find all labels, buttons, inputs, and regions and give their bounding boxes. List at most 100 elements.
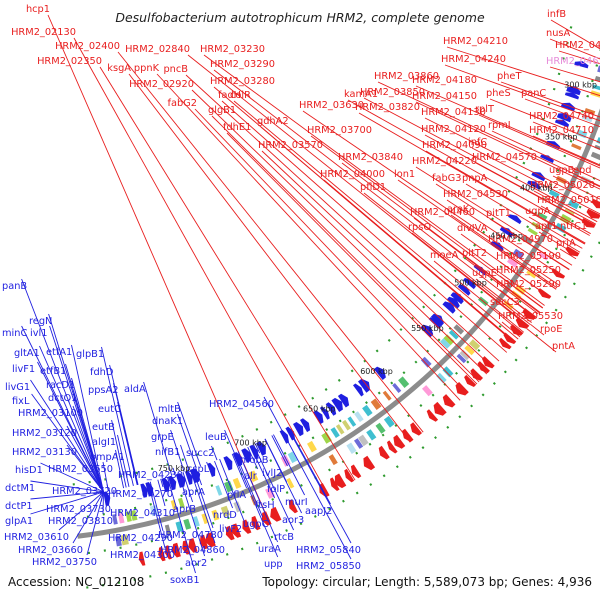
tick-label: 600 kbp xyxy=(360,367,393,376)
cog-block-reverse xyxy=(597,65,600,73)
cog-block-forward xyxy=(590,151,600,161)
cog-block-reverse xyxy=(420,356,432,368)
reverse-gene-label: nrdD xyxy=(213,510,237,521)
reverse-gene-label-leader xyxy=(206,461,208,464)
forward-gene-label: epd xyxy=(573,165,591,176)
reverse-gene-label: HRM2_04860 xyxy=(160,545,225,556)
reverse-gene-arrow xyxy=(554,119,570,128)
forward-gene-label-leader xyxy=(191,89,488,375)
tick-label: 650 kbp xyxy=(303,405,336,414)
reverse-gene-label: aldA xyxy=(124,384,146,395)
track-divider-2 xyxy=(79,162,600,556)
forward-gene-label-leader xyxy=(194,108,468,395)
reverse-gene-label: aprB xyxy=(173,504,196,515)
reverse-gene-label: ppsA2 xyxy=(88,385,118,396)
reverse-gene-label: ivl1 xyxy=(30,328,47,339)
gene-tracks xyxy=(71,26,600,589)
forward-gene-label-leader xyxy=(341,162,540,313)
forward-gene-label: HRM2_04640 xyxy=(555,40,600,51)
reverse-gene-label-leader xyxy=(264,438,303,514)
cog-block-reverse xyxy=(112,514,118,525)
forward-gene-label: rpmI xyxy=(488,120,511,131)
forward-gene-label-leader xyxy=(411,232,530,327)
cog-block-reverse xyxy=(582,114,593,123)
forward-gene-arrow xyxy=(205,532,216,548)
tick-label: 700 kbp xyxy=(234,438,267,447)
reverse-gene-arrow xyxy=(353,383,364,397)
reverse-gene-arrow xyxy=(319,406,330,420)
forward-gene-label-leader xyxy=(347,99,590,236)
cog-block-reverse xyxy=(330,427,340,438)
cog-block-forward xyxy=(468,339,481,351)
forward-gene-label-leader xyxy=(489,218,570,271)
reverse-gene-arrow xyxy=(420,324,434,338)
forward-gene-label: fabG3 xyxy=(432,173,462,184)
reverse-gene-label-leader xyxy=(71,344,104,492)
reverse-gene-label: HRM2_03120 xyxy=(12,428,77,439)
forward-gene-label-leader xyxy=(302,110,560,286)
cog-block-forward xyxy=(366,429,377,441)
reverse-gene-arrow xyxy=(207,462,216,477)
forward-gene-label-leader xyxy=(363,192,531,325)
reverse-gene-label: dctM1 xyxy=(5,483,35,494)
reverse-gene-label: mobB xyxy=(240,455,269,466)
forward-gene-label: HRM2_04240 xyxy=(441,54,506,65)
reverse-gene-label-leader xyxy=(281,429,352,560)
topology-label: Topology: circular; Length: 5,589,073 bp… xyxy=(261,575,592,589)
reverse-gene-arrow xyxy=(103,491,111,506)
forward-gene-label: HRM2_03820 xyxy=(355,102,420,113)
forward-gene-label: HRM2_04630 xyxy=(546,56,600,67)
reverse-gene-label: HRM2_03660 xyxy=(18,545,83,556)
cog-block-reverse xyxy=(354,411,364,423)
tick-label: 350 kbp xyxy=(545,133,578,142)
reverse-gene-arrow xyxy=(241,448,251,463)
forward-gene-label-leader xyxy=(526,328,557,353)
reverse-gene-label-leader xyxy=(177,401,202,467)
reverse-gene-label-leader xyxy=(157,479,166,507)
reverse-gene-arrow xyxy=(223,456,233,471)
reverse-gene-label-leader xyxy=(86,491,104,556)
reverse-gene-label: eutC xyxy=(98,404,121,415)
cog-block-reverse xyxy=(512,248,525,260)
reverse-gene-arrow xyxy=(373,366,386,380)
forward-gene-label: HRM2_03630 xyxy=(299,100,364,111)
reverse-gene-arrow xyxy=(527,180,541,190)
forward-gene-label: infB xyxy=(547,9,566,20)
forward-gene-label: sucC3 xyxy=(490,297,520,308)
cog-block-forward xyxy=(120,534,129,546)
forward-gene-label: HRM2_05290 xyxy=(496,279,561,290)
reverse-gene-label: upp xyxy=(264,559,283,570)
cog-block-reverse xyxy=(443,334,455,346)
reverse-gene-label-leader xyxy=(115,449,125,489)
forward-gene-arrow xyxy=(330,477,340,491)
cog-block-reverse xyxy=(232,477,242,489)
forward-gene-label-leader xyxy=(475,162,595,228)
cog-block-forward xyxy=(115,535,122,547)
forward-gene-arrow xyxy=(251,515,261,531)
reverse-gene-label: soxB1 xyxy=(170,575,200,586)
forward-gene-label: HRM2_02350 xyxy=(37,56,102,67)
forward-gene-label-leader xyxy=(500,81,600,118)
reverse-gene-arrow xyxy=(313,410,324,425)
forward-gene-label-leader xyxy=(73,37,330,496)
forward-gene-label: ugpE xyxy=(472,268,497,279)
forward-gene-label-leader xyxy=(465,183,581,253)
reverse-gene-label-leader xyxy=(66,444,104,493)
reverse-gene-label: dctQ1 xyxy=(48,393,77,404)
forward-gene-label-leader xyxy=(501,321,521,338)
reverse-gene-label-leader xyxy=(286,426,352,544)
forward-gene-label: colR xyxy=(230,90,251,101)
reverse-gene-label-leader xyxy=(102,491,104,515)
reverse-gene-label-leader xyxy=(30,379,104,493)
cog-block-forward xyxy=(375,422,386,434)
forward-gene-arrow xyxy=(433,401,447,416)
cog-block-forward xyxy=(442,366,454,378)
cog-block-reverse xyxy=(215,485,223,496)
forward-gene-arrow xyxy=(188,538,198,553)
forward-gene-arrow xyxy=(138,551,146,566)
reverse-gene-label: livG1 xyxy=(5,382,30,393)
forward-gene-label: HRM2_04970 xyxy=(488,234,553,245)
reverse-gene-label-leader xyxy=(72,491,104,544)
forward-gene-label: lon1 xyxy=(394,169,415,180)
